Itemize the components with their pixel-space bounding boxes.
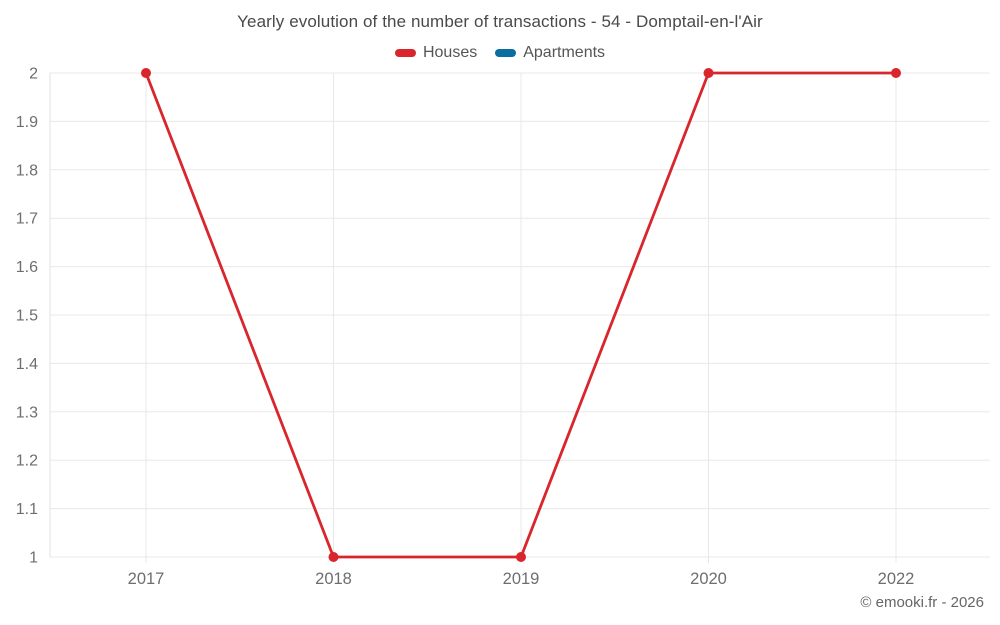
y-tick-label: 1.3: [16, 404, 38, 421]
legend-label: Houses: [422, 44, 478, 61]
x-tick-label: 2022: [878, 570, 915, 588]
legend: Houses Apartments: [0, 44, 1000, 62]
x-tick-label: 2020: [690, 570, 727, 588]
data-point-houses-2022[interactable]: [891, 68, 901, 78]
y-tick-label: 1.6: [16, 259, 38, 276]
y-tick-label: 1.8: [16, 162, 38, 179]
chart-title: Yearly evolution of the number of transa…: [237, 12, 763, 31]
legend-item-apartments[interactable]: Apartments: [495, 44, 605, 62]
x-tick-label: 2019: [503, 570, 540, 588]
y-tick-label: 1.1: [16, 501, 38, 518]
x-tick-label: 2017: [128, 570, 165, 588]
legend-marker-houses: [394, 49, 416, 57]
x-tick-label: 2018: [315, 570, 352, 588]
y-tick-label: 1.4: [16, 356, 38, 373]
y-tick-label: 2: [29, 66, 38, 83]
copyright-credit: © emooki.fr - 2026: [860, 594, 984, 611]
y-tick-label: 1.5: [16, 308, 38, 325]
data-point-houses-2017[interactable]: [141, 68, 151, 78]
y-tick-label: 1: [29, 550, 38, 567]
data-point-houses-2018[interactable]: [328, 552, 339, 562]
data-point-houses-2020[interactable]: [703, 68, 714, 78]
y-tick-label: 1.7: [16, 211, 38, 228]
legend-marker-apartments: [495, 49, 517, 57]
y-tick-label: 1.2: [16, 453, 38, 470]
legend-label: Apartments: [523, 44, 606, 61]
data-point-houses-2019[interactable]: [516, 552, 526, 562]
y-tick-label: 1.9: [16, 114, 38, 131]
legend-item-houses[interactable]: Houses: [394, 44, 478, 62]
